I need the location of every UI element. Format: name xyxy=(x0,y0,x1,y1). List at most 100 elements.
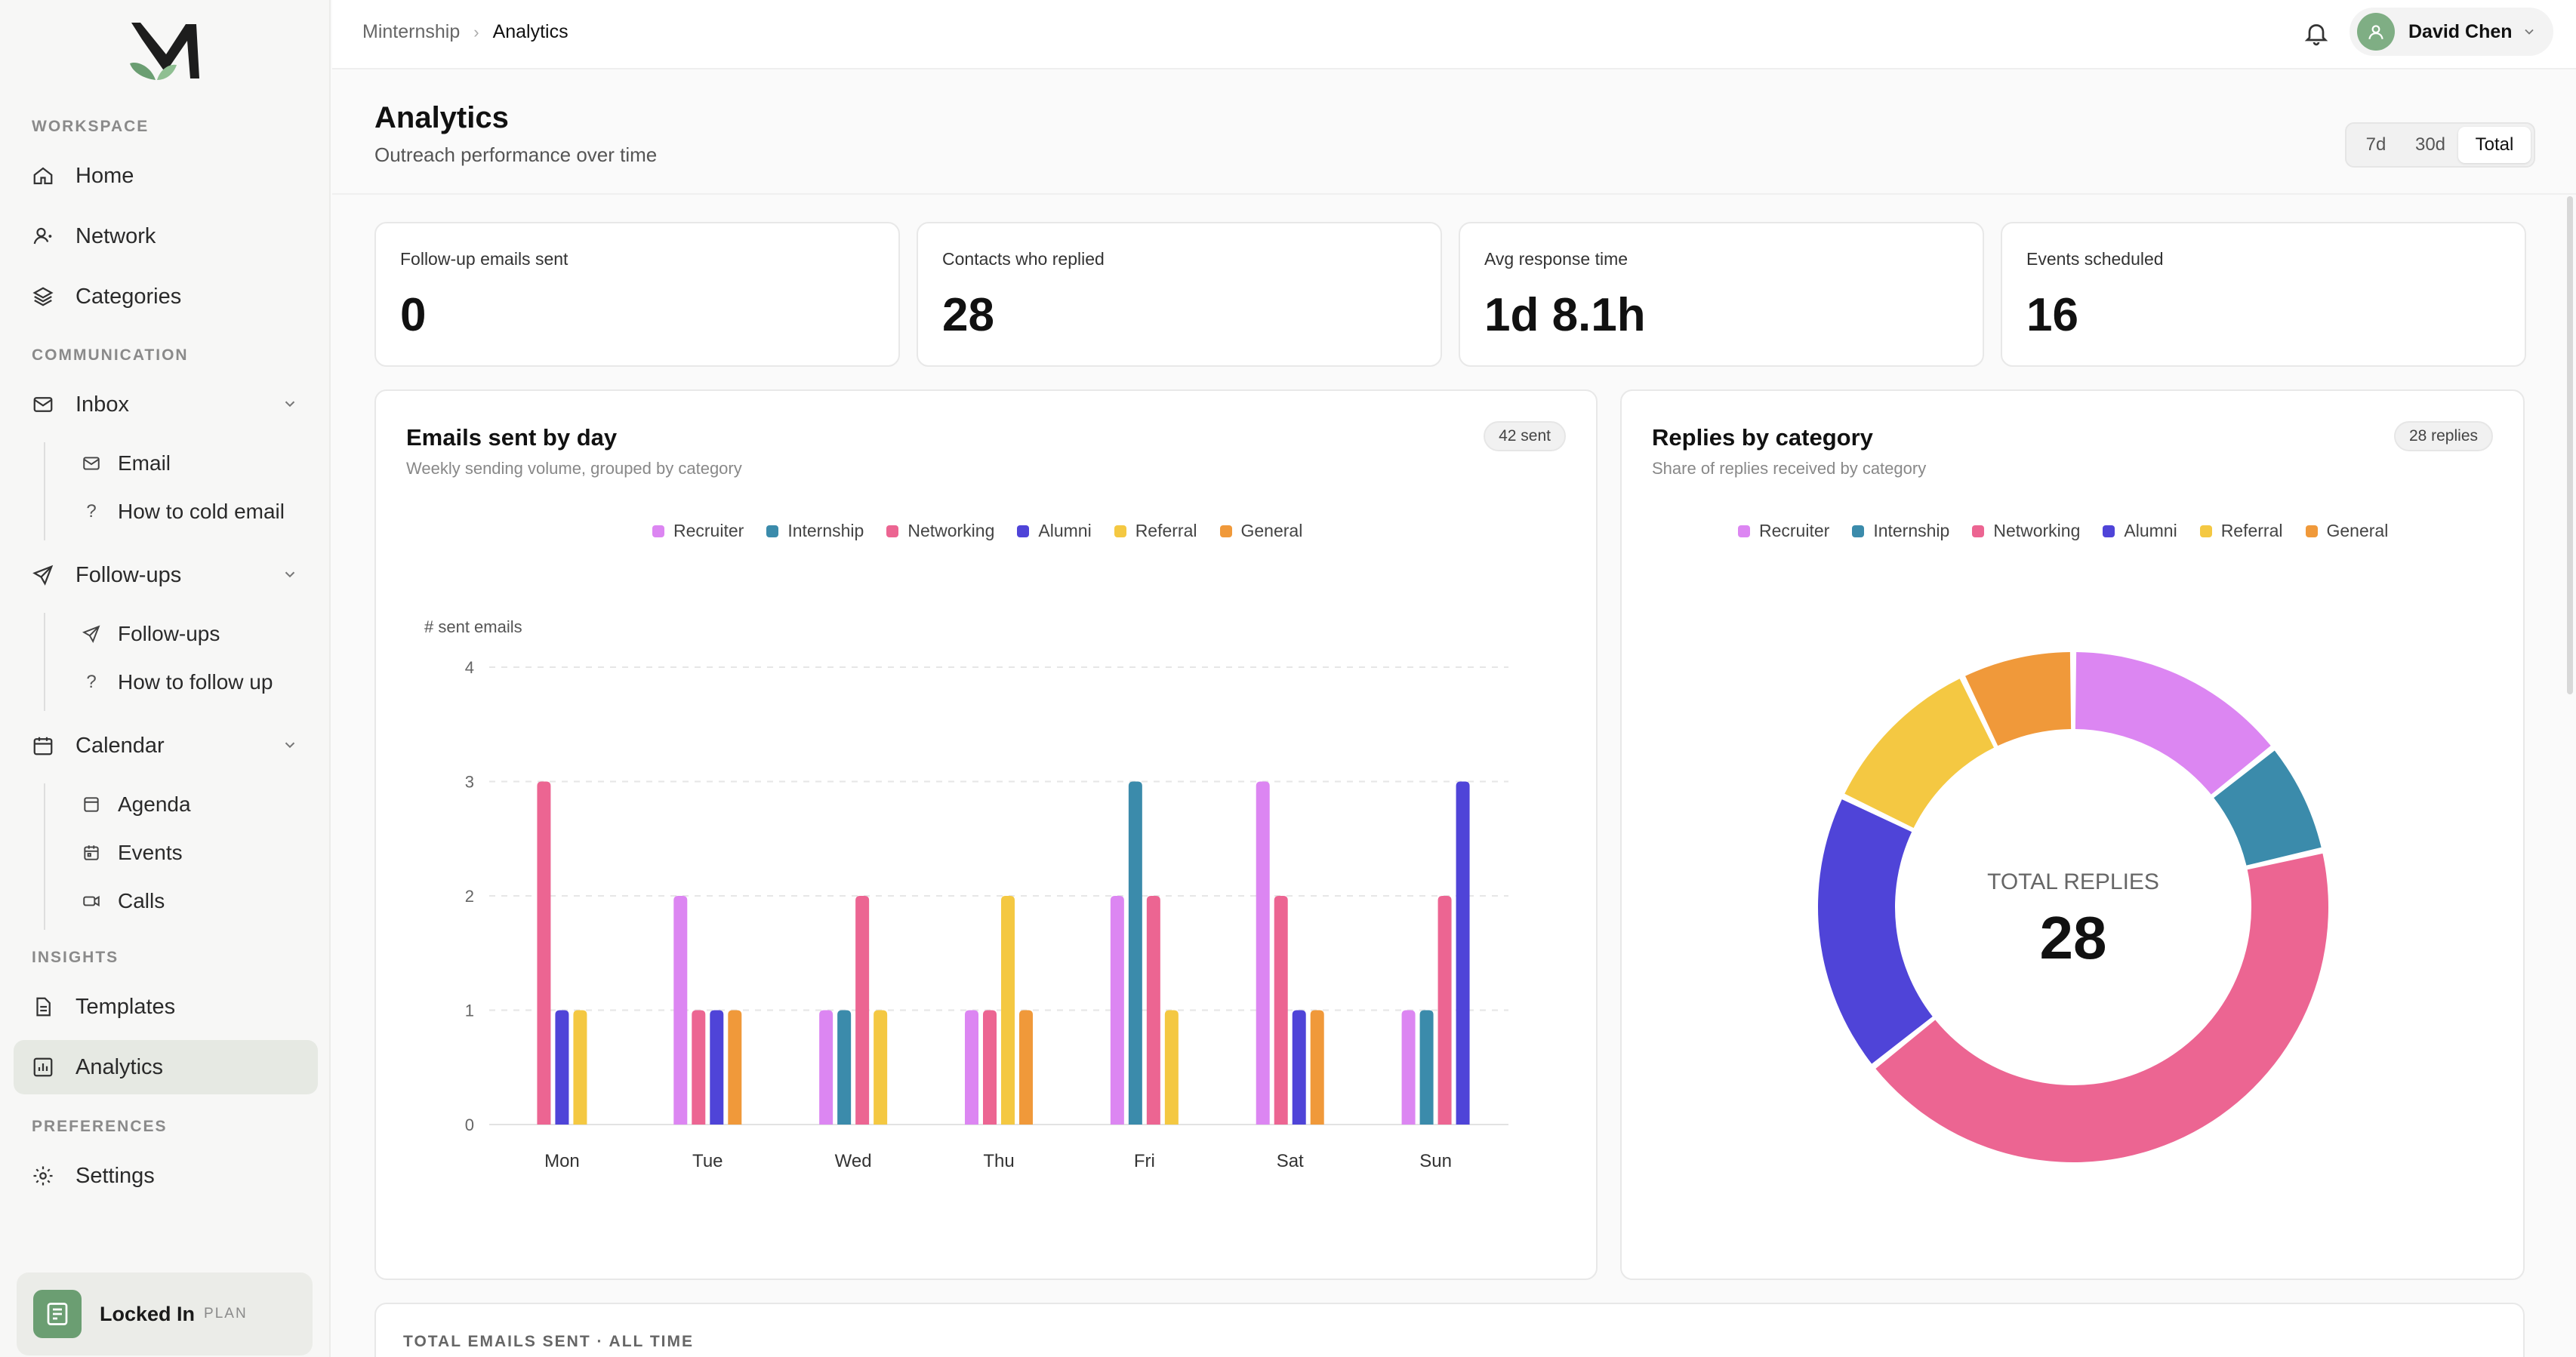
x-tick-label: Sun xyxy=(1419,1151,1452,1171)
legend-label: Recruiter xyxy=(1759,521,1830,540)
chevron-down-icon[interactable] xyxy=(282,566,298,583)
home-icon xyxy=(30,163,56,189)
sidebar-item-label: Calendar xyxy=(75,733,165,758)
bar-networking-thu[interactable] xyxy=(983,1010,997,1125)
range-7d[interactable]: 7d xyxy=(2365,134,2386,155)
legend-item[interactable]: Internship xyxy=(1852,521,1949,541)
bar-general-tue[interactable] xyxy=(728,1010,742,1125)
bar-networking-tue[interactable] xyxy=(692,1010,706,1125)
sidebar-item-categories[interactable]: Categories xyxy=(14,269,318,324)
sidebar-subitem-how-to-follow-up[interactable]: ? How to follow up xyxy=(80,662,273,703)
legend-swatch xyxy=(1852,525,1865,537)
sidebar-item-label: Settings xyxy=(75,1163,155,1188)
chart-legend: Recruiter Internship Networking Alumni Refer… xyxy=(652,521,1325,541)
slice-general[interactable] xyxy=(1965,652,2072,746)
sidebar-subitem-agenda[interactable]: Agenda xyxy=(80,784,191,825)
chevron-down-icon[interactable] xyxy=(282,395,298,412)
bar-internship-sun[interactable] xyxy=(1419,1010,1434,1125)
legend-swatch xyxy=(1738,525,1750,537)
replies-count-badge: 28 replies xyxy=(2393,421,2493,451)
legend-item[interactable]: Recruiter xyxy=(652,521,744,541)
calendar-icon xyxy=(30,733,56,759)
chevron-down-icon[interactable] xyxy=(282,737,298,753)
bar-internship-wed[interactable] xyxy=(837,1010,852,1125)
avatar xyxy=(2357,13,2395,51)
page-title: Analytics xyxy=(374,101,509,134)
sidebar-item-network[interactable]: Network xyxy=(14,209,318,263)
legend-item[interactable]: Networking xyxy=(886,521,994,541)
app-logo[interactable] xyxy=(121,20,211,83)
slice-alumni[interactable] xyxy=(1818,799,1933,1064)
breadcrumb-root[interactable]: Minternship xyxy=(362,21,461,42)
sidebar-item-home[interactable]: Home xyxy=(14,149,318,203)
bar-alumni-sun[interactable] xyxy=(1456,781,1470,1125)
legend-item[interactable]: Referral xyxy=(1114,521,1197,541)
sidebar-item-calendar[interactable]: Calendar xyxy=(14,719,318,773)
bar-internship-fri[interactable] xyxy=(1128,781,1142,1125)
sidebar-item-analytics[interactable]: Analytics xyxy=(14,1040,318,1094)
bar-alumni-sat[interactable] xyxy=(1292,1010,1306,1125)
bar-recruiter-fri[interactable] xyxy=(1110,896,1124,1125)
bar-referral-mon[interactable] xyxy=(573,1010,587,1125)
legend-swatch xyxy=(886,525,899,537)
user-menu[interactable]: David Chen xyxy=(2350,8,2553,56)
legend-item[interactable]: General xyxy=(1219,521,1302,541)
legend-item[interactable]: Alumni xyxy=(1017,521,1092,541)
user-name: David Chen xyxy=(2408,20,2513,42)
topbar: Minternship › Analytics David Chen xyxy=(332,0,2576,69)
bar-referral-fri[interactable] xyxy=(1164,1010,1179,1125)
chevron-down-icon xyxy=(2525,29,2534,35)
y-tick-label: 2 xyxy=(465,887,474,906)
sidebar-subitem-label: Email xyxy=(118,451,171,475)
bell-icon[interactable] xyxy=(2303,20,2330,47)
gear-icon xyxy=(30,1163,56,1189)
video-icon xyxy=(80,890,103,912)
legend-item[interactable]: Internship xyxy=(766,521,864,541)
legend-item[interactable]: General xyxy=(2305,521,2388,541)
sidebar-subitem-followups[interactable]: Follow-ups xyxy=(80,614,220,654)
bar-networking-mon[interactable] xyxy=(537,781,551,1125)
sidebar-subitem-calls[interactable]: Calls xyxy=(80,881,165,922)
bar-referral-wed[interactable] xyxy=(874,1010,888,1125)
legend-swatch xyxy=(1219,525,1232,537)
sidebar-item-templates[interactable]: Templates xyxy=(14,980,318,1034)
slice-recruiter[interactable] xyxy=(2075,652,2271,795)
sidebar-subitem-email[interactable]: Email xyxy=(80,443,171,484)
legend-item[interactable]: Networking xyxy=(1972,521,2080,541)
bar-general-thu[interactable] xyxy=(1019,1010,1033,1125)
plan-badge[interactable]: Locked In PLAN xyxy=(17,1272,313,1355)
legend-label: Alumni xyxy=(2124,521,2177,540)
legend-item[interactable]: Alumni xyxy=(2103,521,2177,541)
bar-recruiter-wed[interactable] xyxy=(819,1010,834,1125)
legend-item[interactable]: Referral xyxy=(2199,521,2283,541)
range-30d[interactable]: 30d xyxy=(2414,134,2446,155)
slice-networking[interactable] xyxy=(1875,853,2328,1162)
replies-by-category-card: Replies by category Share of replies rec… xyxy=(1620,389,2525,1280)
sidebar-item-followups[interactable]: Follow-ups xyxy=(14,548,318,602)
slice-internship[interactable] xyxy=(2214,750,2322,866)
bar-networking-sun[interactable] xyxy=(1437,896,1452,1125)
bar-networking-sat[interactable] xyxy=(1274,896,1288,1125)
bar-recruiter-sun[interactable] xyxy=(1401,1010,1416,1125)
sidebar-item-inbox[interactable]: Inbox xyxy=(14,377,318,432)
sidebar-subitem-label: Agenda xyxy=(118,792,191,816)
bar-alumni-tue[interactable] xyxy=(710,1010,724,1125)
sidebar-subitem-events[interactable]: Events xyxy=(80,832,183,873)
legend-swatch xyxy=(1972,525,1985,537)
sidebar-subitem-cold-email[interactable]: ? How to cold email xyxy=(80,491,285,532)
card-title: Replies by category xyxy=(1652,424,1873,451)
scrollbar[interactable] xyxy=(2567,196,2573,694)
range-selector: 7d 30d Total xyxy=(2345,122,2535,168)
bar-alumni-mon[interactable] xyxy=(555,1010,569,1125)
bar-networking-wed[interactable] xyxy=(855,896,870,1125)
bar-referral-thu[interactable] xyxy=(1001,896,1015,1125)
bar-recruiter-tue[interactable] xyxy=(673,896,688,1125)
sidebar-item-settings[interactable]: Settings xyxy=(14,1149,318,1203)
bar-recruiter-sat[interactable] xyxy=(1256,781,1270,1125)
legend-item[interactable]: Recruiter xyxy=(1738,521,1829,541)
bar-networking-fri[interactable] xyxy=(1146,896,1160,1125)
bar-recruiter-thu[interactable] xyxy=(965,1010,978,1125)
slice-referral[interactable] xyxy=(1844,678,1995,829)
bar-general-sat[interactable] xyxy=(1310,1010,1324,1125)
range-total[interactable]: Total xyxy=(2458,127,2531,163)
